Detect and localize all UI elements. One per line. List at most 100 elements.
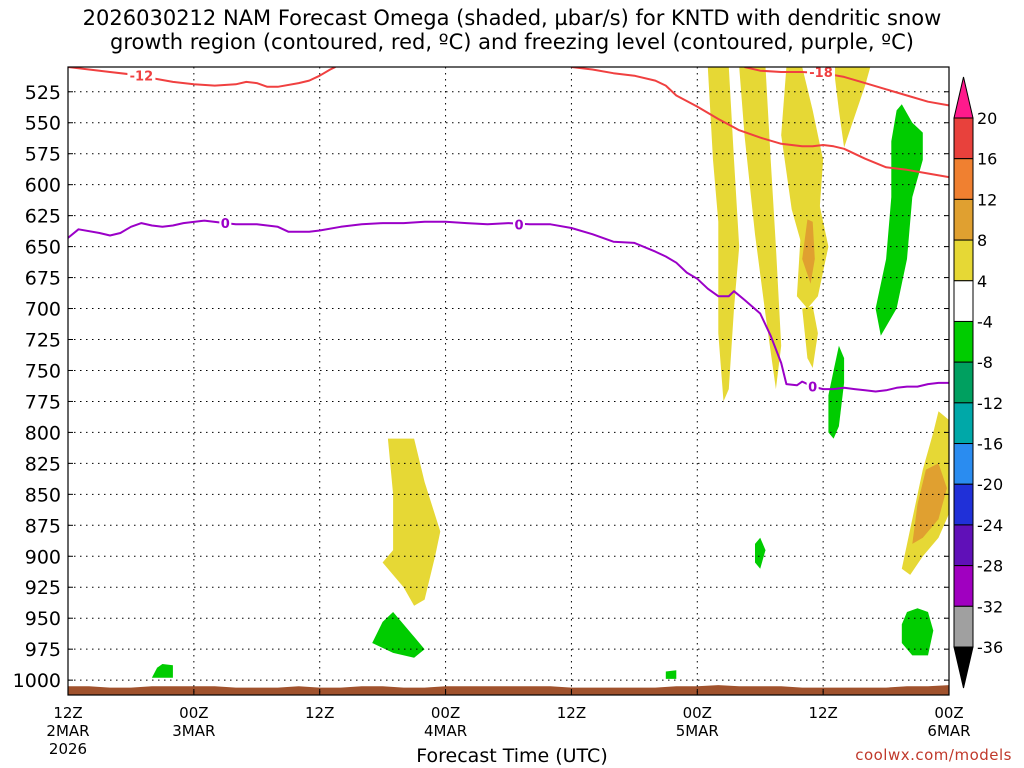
x-tick-date: 4MAR (424, 722, 467, 740)
colorbar-bin (953, 320, 974, 363)
freezing-level-label: 0 (221, 217, 230, 232)
omega-region (875, 104, 923, 336)
omega-region (802, 219, 815, 284)
omega-region (912, 463, 947, 544)
y-tick-label: 875 (25, 515, 61, 537)
chart-title: 2026030212 NAM Forecast Omega (shaded, µ… (0, 6, 1024, 54)
y-tick-label: 825 (25, 453, 61, 475)
colorbar-label: -4 (977, 312, 993, 331)
credit-text: coolwx.com/models (855, 746, 1012, 764)
colorbar-bin (953, 483, 974, 526)
chart-title-line1: 2026030212 NAM Forecast Omega (shaded, µ… (82, 6, 942, 30)
colorbar-bin (953, 524, 974, 567)
y-tick-label: 850 (25, 484, 61, 506)
freezing-level-label: 0 (808, 381, 817, 396)
y-tick-label: 675 (25, 268, 61, 290)
freezing-level-line (68, 219, 949, 393)
plot-frame (67, 66, 950, 696)
colorbar: 20 16 12 8 4 -4 -8 -12 -16 -20 -24 -28 -32 -36 (953, 76, 1003, 689)
freezing-level-label-bg (512, 217, 525, 231)
axes: 525 550 575 600 625 650 675 700 725 750 775 800 825 8… (13, 66, 971, 758)
y-tick-label: 925 (25, 577, 61, 599)
y-tick-label: 975 (25, 639, 61, 661)
colorbar-bottom-arrow (953, 646, 974, 689)
colorbar-bin (953, 198, 974, 241)
dgz-contour (744, 67, 949, 107)
colorbar-bin (953, 443, 974, 485)
omega-region (828, 345, 845, 439)
omega-region (802, 306, 818, 368)
x-tick-label: 12Z (557, 704, 586, 722)
x-tick-year: 2026 (49, 740, 87, 758)
y-tick-label: 950 (25, 608, 61, 630)
colorbar-label: 16 (977, 150, 997, 169)
colorbar-label: -12 (977, 394, 1003, 413)
x-tick-date: 5MAR (676, 722, 719, 740)
omega-region (382, 438, 441, 606)
dgz-contour-label: -18 (809, 66, 833, 81)
terrain-fill (68, 685, 949, 695)
dgz-contour (571, 67, 949, 179)
colorbar-label: -16 (977, 435, 1003, 454)
y-tick-label: 700 (25, 299, 61, 321)
omega-region (739, 67, 782, 390)
y-tick-label: 775 (25, 391, 61, 413)
x-tick-label: 12Z (53, 704, 82, 722)
y-tick-label: 800 (25, 422, 61, 444)
colorbar-label: 20 (977, 109, 997, 128)
y-tick-label: 1000 (13, 670, 61, 692)
colorbar-bin (953, 402, 974, 445)
y-tick-label: 525 (25, 82, 61, 104)
dgz-contour-label: -12 (130, 70, 154, 85)
colorbar-bin (953, 239, 974, 282)
x-tick-date: 6MAR (927, 722, 970, 740)
plot-area: 0 0 0 -12 -18 (68, 66, 949, 695)
x-tick-date: 2MAR (46, 722, 89, 740)
colorbar-bin (953, 158, 974, 200)
colorbar-label: 12 (977, 190, 997, 209)
x-tick-label: 00Z (179, 704, 208, 722)
omega-region (707, 67, 740, 402)
dgz-contour (68, 67, 336, 88)
y-tick-label: 575 (25, 144, 61, 166)
colorbar-bin (953, 117, 974, 160)
y-tick-label: 600 (25, 175, 61, 197)
colorbar-bin (953, 280, 974, 322)
x-tick-label: 00Z (934, 704, 963, 722)
x-tick-label: 12Z (808, 704, 837, 722)
colorbar-label: -24 (977, 516, 1003, 535)
colorbar-label: 4 (977, 272, 987, 291)
y-tick-label: 900 (25, 546, 61, 568)
omega-region (151, 664, 173, 678)
colorbar-top-arrow (953, 76, 974, 119)
y-tick-label: 750 (25, 360, 61, 382)
dgz-contour-label-bg (127, 68, 156, 82)
colorbar-label: -8 (977, 353, 993, 372)
x-tick-label: 00Z (683, 704, 712, 722)
y-tick-label: 650 (25, 237, 61, 259)
chart-title-line2: growth region (contoured, red, ºC) and f… (110, 30, 914, 54)
colorbar-label: -36 (977, 638, 1003, 657)
colorbar-bin (953, 565, 974, 607)
freezing-level-label-bg (219, 216, 232, 230)
dgz-contour-label-bg (807, 67, 836, 78)
colorbar-bin (953, 605, 974, 648)
colorbar-label: -28 (977, 557, 1003, 576)
x-tick-label: 00Z (431, 704, 460, 722)
omega-region (372, 612, 425, 658)
y-tick-label: 625 (25, 206, 61, 228)
omega-region (833, 67, 871, 148)
freezing-level-label-bg (806, 379, 819, 393)
freezing-level-label: 0 (514, 218, 523, 233)
omega-region (901, 608, 934, 656)
colorbar-bin (953, 361, 974, 404)
colorbar-label: -32 (977, 597, 1003, 616)
colorbar-label: -20 (977, 475, 1003, 494)
y-tick-label: 550 (25, 113, 61, 135)
x-axis-label: Forecast Time (UTC) (416, 745, 608, 767)
omega-region (755, 537, 766, 569)
y-tick-label: 725 (25, 330, 61, 352)
x-tick-label: 12Z (305, 704, 334, 722)
colorbar-label: 8 (977, 231, 987, 250)
